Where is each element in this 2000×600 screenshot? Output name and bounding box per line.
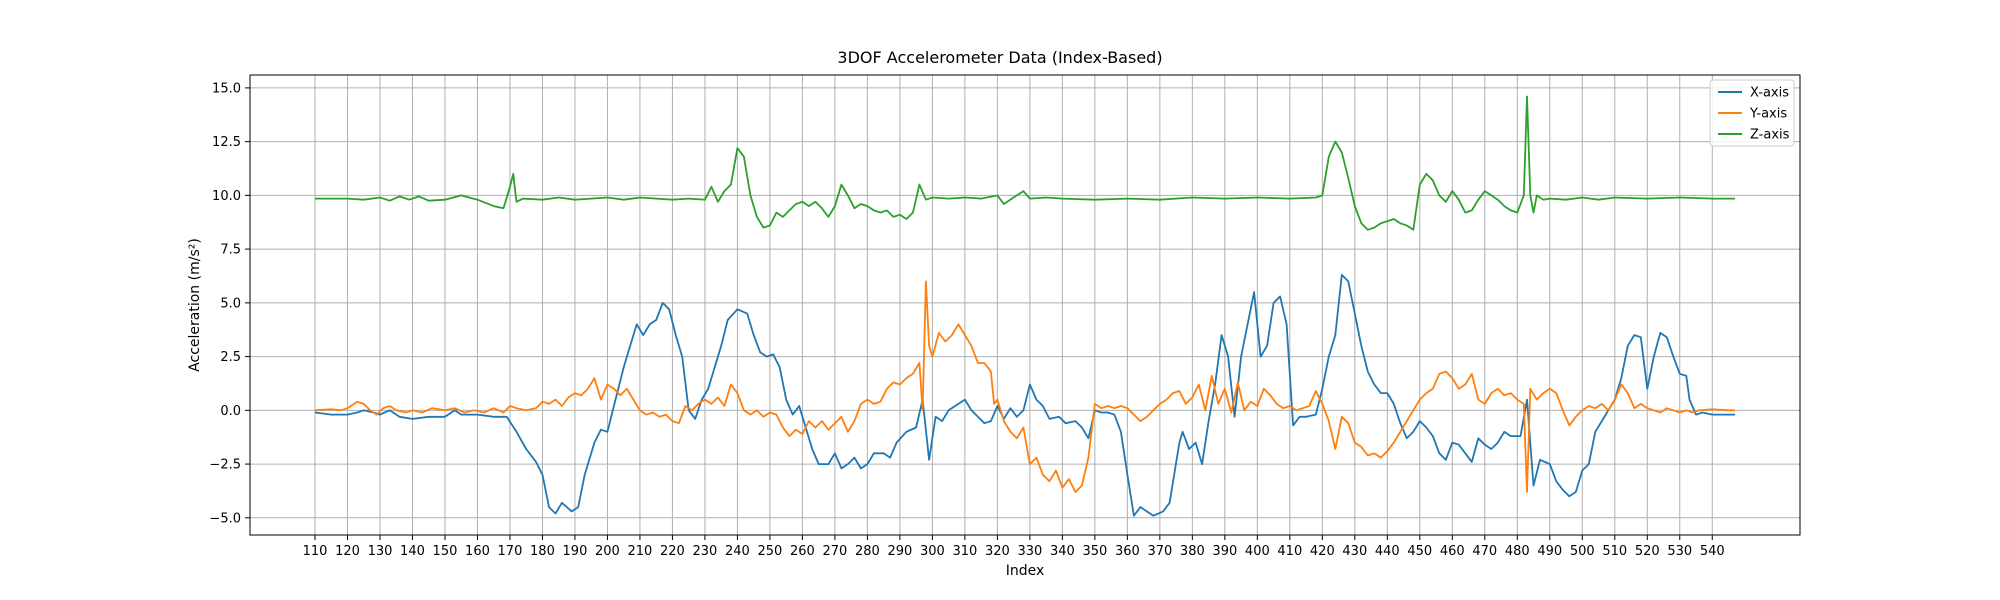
x-tick-label: 390 xyxy=(1212,544,1237,559)
y-tick-label: 7.5 xyxy=(220,243,241,258)
x-tick-label: 520 xyxy=(1635,544,1660,559)
y-tick-label: 15.0 xyxy=(212,81,241,96)
x-tick-label: 310 xyxy=(952,544,977,559)
series-line-x-axis xyxy=(314,274,1735,517)
y-tick-label: 12.5 xyxy=(212,135,241,150)
x-tick-label: 160 xyxy=(465,544,490,559)
x-tick-label: 480 xyxy=(1505,544,1530,559)
series-line-z-axis xyxy=(315,95,1735,231)
x-tick-label: 440 xyxy=(1375,544,1400,559)
y-tick-label: 0.0 xyxy=(220,404,241,419)
legend-box xyxy=(1709,79,1795,147)
y-axis-ticks: −5.0 −2.5 0.0 2.5 5.0 7.5 10.0 12.5 15.0 xyxy=(209,81,250,526)
x-tick-label: 280 xyxy=(855,544,880,559)
x-tick-label: 190 xyxy=(563,544,588,559)
x-tick-label: 370 xyxy=(1147,544,1172,559)
y-tick-label: 10.0 xyxy=(212,189,241,204)
legend: X-axis Y-axis Z-axis xyxy=(1709,79,1795,147)
x-tick-label: 380 xyxy=(1180,544,1205,559)
x-tick-label: 360 xyxy=(1115,544,1140,559)
x-tick-label: 510 xyxy=(1602,544,1627,559)
x-axis-ticks: 110 120 130 140 150 160 170 180 190 200 210 220 230 2… xyxy=(303,535,1725,559)
series-layer xyxy=(314,95,1735,517)
x-tick-label: 250 xyxy=(758,544,783,559)
series-line-y-axis xyxy=(314,280,1735,493)
y-tick-label: 2.5 xyxy=(220,350,241,365)
x-tick-label: 260 xyxy=(790,544,815,559)
legend-label: X-axis xyxy=(1750,86,1789,101)
x-tick-label: 290 xyxy=(887,544,912,559)
y-tick-label: −2.5 xyxy=(209,458,241,473)
x-tick-label: 300 xyxy=(920,544,945,559)
x-tick-label: 430 xyxy=(1342,544,1367,559)
x-tick-label: 220 xyxy=(660,544,685,559)
plot-area-frame xyxy=(249,74,1801,536)
x-tick-label: 350 xyxy=(1082,544,1107,559)
x-tick-label: 180 xyxy=(530,544,555,559)
x-tick-label: 120 xyxy=(335,544,360,559)
x-tick-label: 320 xyxy=(985,544,1010,559)
grid xyxy=(250,75,1800,535)
x-tick-label: 540 xyxy=(1700,544,1725,559)
y-tick-label: −5.0 xyxy=(209,511,241,526)
x-tick-label: 130 xyxy=(368,544,393,559)
chart-title: 3DOF Accelerometer Data (Index-Based) xyxy=(837,48,1162,67)
x-tick-label: 210 xyxy=(628,544,653,559)
x-tick-label: 400 xyxy=(1245,544,1270,559)
x-tick-label: 530 xyxy=(1667,544,1692,559)
x-tick-label: 410 xyxy=(1277,544,1302,559)
x-tick-label: 330 xyxy=(1017,544,1042,559)
y-tick-label: 5.0 xyxy=(220,296,241,311)
x-tick-label: 170 xyxy=(498,544,523,559)
x-tick-label: 110 xyxy=(303,544,328,559)
legend-label: Z-axis xyxy=(1750,128,1790,143)
x-tick-label: 230 xyxy=(693,544,718,559)
x-tick-label: 200 xyxy=(595,544,620,559)
x-tick-label: 150 xyxy=(433,544,458,559)
x-tick-label: 340 xyxy=(1050,544,1075,559)
legend-label: Y-axis xyxy=(1749,107,1787,122)
x-tick-label: 140 xyxy=(400,544,425,559)
y-axis-label: Acceleration (m/s²) xyxy=(187,238,203,372)
x-tick-label: 270 xyxy=(822,544,847,559)
x-tick-label: 490 xyxy=(1537,544,1562,559)
x-tick-label: 460 xyxy=(1440,544,1465,559)
x-axis-label: Index xyxy=(1006,563,1045,579)
x-tick-label: 500 xyxy=(1570,544,1595,559)
x-tick-label: 450 xyxy=(1407,544,1432,559)
x-tick-label: 240 xyxy=(725,544,750,559)
x-tick-label: 420 xyxy=(1310,544,1335,559)
x-tick-label: 470 xyxy=(1472,544,1497,559)
